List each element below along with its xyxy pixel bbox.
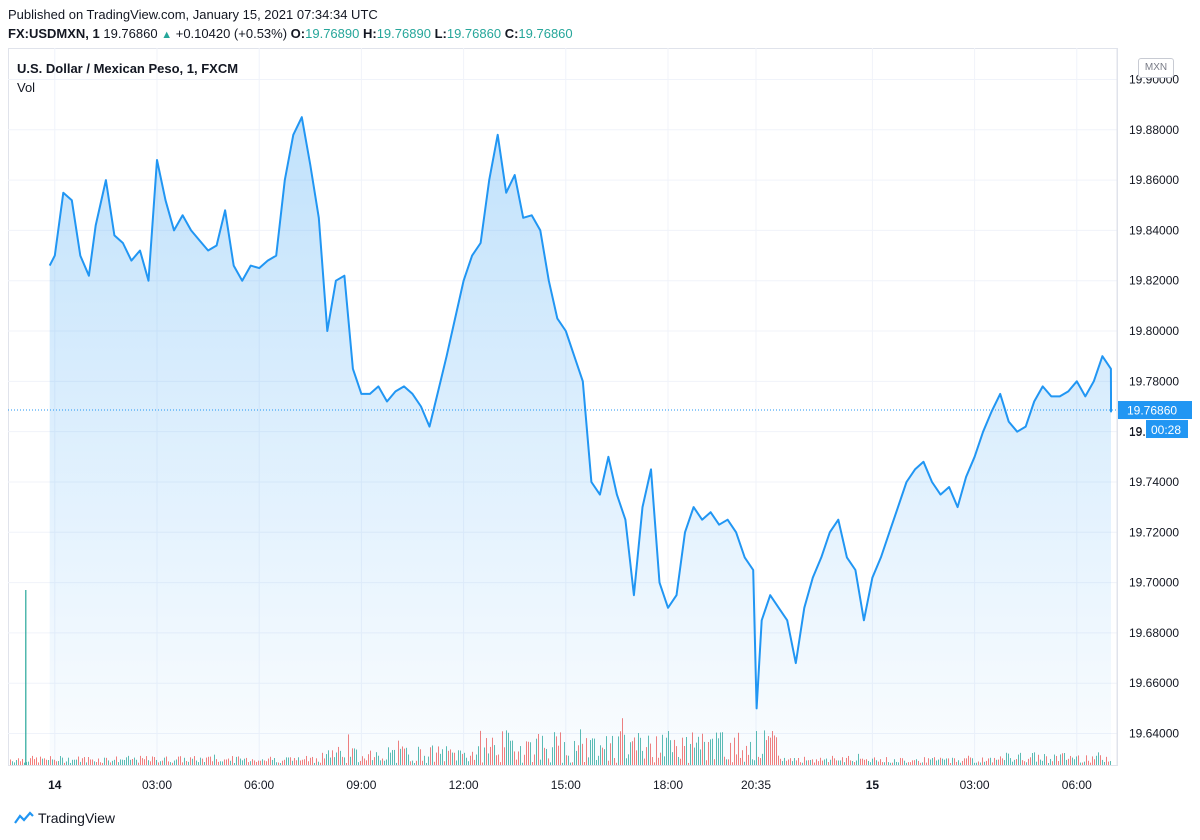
y-tick-label: 19.68000 [1129, 626, 1179, 640]
tradingview-logo[interactable]: TradingView [12, 810, 115, 826]
volume-bar [18, 758, 19, 765]
x-tick-label: 15:00 [551, 778, 581, 792]
y-tick-label: 19.82000 [1129, 274, 1179, 288]
x-tick-label: 18:00 [653, 778, 683, 792]
price-badges: 19.76860 19. 00:28 [1118, 401, 1192, 439]
volume-bar [48, 760, 49, 765]
y-tick-label: 19.72000 [1129, 525, 1179, 539]
x-tick-label: 20:35 [741, 778, 771, 792]
volume-bar [10, 759, 11, 765]
volume-bar [28, 761, 29, 765]
y-tick-label-partial: 19. [1129, 425, 1146, 439]
y-tick-label: 19.70000 [1129, 576, 1179, 590]
volume-bar [16, 760, 17, 765]
currency-button[interactable]: MXN [1138, 58, 1174, 78]
volume-bar [14, 762, 15, 765]
open-value: 19.76890 [305, 26, 360, 41]
x-tick-label: 14 [48, 778, 62, 792]
y-tick-label: 19.78000 [1129, 374, 1179, 388]
volume-bar [46, 759, 47, 765]
volume-bar [12, 761, 13, 765]
price-area [49, 117, 1112, 765]
y-tick-label: 19.88000 [1129, 123, 1179, 137]
x-tick-label: 09:00 [346, 778, 376, 792]
volume-bar [25, 590, 27, 765]
volume-bar [38, 762, 39, 765]
volume-bar [40, 756, 41, 765]
low-label: L: [434, 26, 447, 41]
volume-bar [32, 755, 33, 765]
symbol-label: FX:USDMXN, 1 [8, 26, 100, 41]
legend-title: U.S. Dollar / Mexican Peso, 1, FXCM [17, 61, 239, 76]
x-tick-label: 03:00 [960, 778, 990, 792]
last-price: 19.76860 [103, 26, 158, 41]
volume-bar [42, 758, 43, 765]
y-tick-label: 19.84000 [1129, 223, 1179, 237]
volume-bar [24, 762, 25, 765]
x-tick-label: 15 [866, 778, 880, 792]
y-tick-label: 19.74000 [1129, 475, 1179, 489]
tradingview-cloud-icon [14, 811, 34, 824]
x-tick-label: 12:00 [449, 778, 479, 792]
high-value: 19.76890 [376, 26, 431, 41]
volume-bar [44, 758, 45, 765]
volume-bar [34, 759, 35, 765]
y-tick-label: 19.66000 [1129, 676, 1179, 690]
close-value: 19.76860 [518, 26, 573, 41]
high-label: H: [362, 26, 377, 41]
y-tick-label: 19.86000 [1129, 173, 1179, 187]
time-axis[interactable]: 14 03:00 06:00 09:00 12:00 15:00 18:00 20:35 15 0… [48, 778, 1092, 792]
countdown-badge [1146, 420, 1188, 439]
price-axis[interactable]: 19.9000019.8800019.8600019.8400019.82000… [1116, 48, 1179, 766]
published-note: Published on TradingView.com, January 15… [8, 7, 378, 22]
open-label: O: [290, 26, 306, 41]
volume-bar [36, 757, 37, 765]
last-price-badge [1118, 401, 1192, 420]
volume-bar [20, 761, 21, 765]
legend-volume: Vol [17, 80, 36, 95]
x-tick-label: 06:00 [244, 778, 274, 792]
up-arrow-icon: ▲ [161, 29, 173, 41]
last-price-badge-label: 19.76860 [1127, 404, 1177, 418]
x-tick-label: 06:00 [1062, 778, 1092, 792]
volume-bar [30, 758, 31, 765]
y-tick-label: 19.80000 [1129, 324, 1179, 338]
y-tick-label: 19.64000 [1129, 727, 1179, 741]
low-value: 19.76860 [446, 26, 502, 41]
price-change: +0.10420 (+0.53%) [175, 26, 288, 41]
x-tick-label: 03:00 [142, 778, 172, 792]
ohlc-header: FX:USDMXN, 1 19.76860 ▲ +0.10420 (+0.53%… [8, 26, 573, 41]
countdown-badge-label: 00:28 [1151, 423, 1181, 437]
close-label: C: [504, 26, 519, 41]
footer-brand: TradingView [38, 810, 116, 826]
volume-bar [22, 758, 23, 765]
price-line [48, 116, 1112, 710]
